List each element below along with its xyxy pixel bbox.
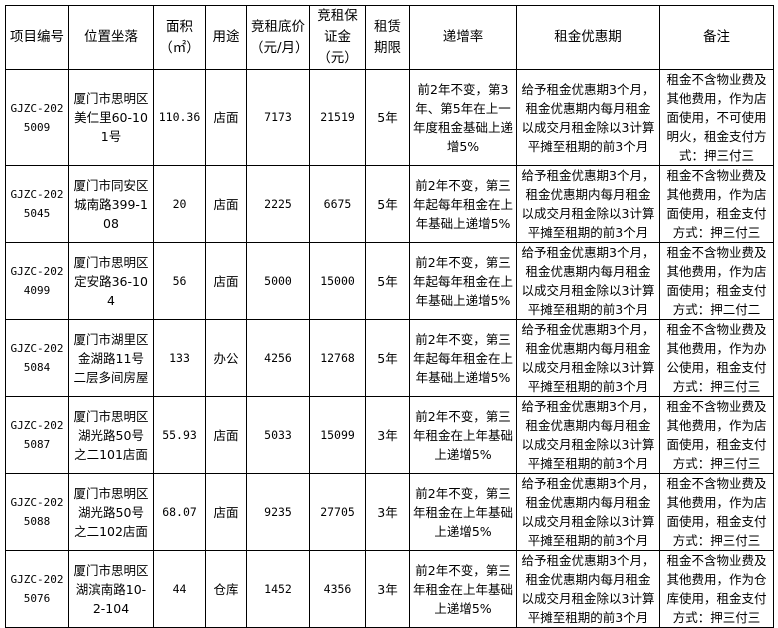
deposit-cell: 6675 (309, 165, 366, 243)
project-code-cell: GJZC-2025045 (5, 165, 69, 243)
usage-cell: 店面 (205, 473, 247, 551)
rent-free-period-cell: 给予租金优惠期3个月，租金优惠期内每月租金以成交月租金除以3计算平摊至租期的前3… (516, 550, 660, 628)
table-row: GJZC-2025076 厦门市思明区湖滨南路10-2-104 44 仓库 1452 43… (5, 550, 774, 628)
remarks-cell: 租金不含物业费及其他费用，作为店面使用，不可使用明火，租金支付方式：押三付三 (659, 69, 774, 166)
rent-free-period-cell: 给予租金优惠期3个月，租金优惠期内每月租金以成交月租金除以3计算平摊至租期的前3… (516, 396, 660, 474)
header-area: 面积（㎡） (153, 5, 206, 70)
rent-free-period-cell: 给予租金优惠期3个月，租金优惠期内每月租金以成交月租金除以3计算平摊至租期的前3… (516, 319, 660, 397)
remarks-cell: 租金不含物业费及其他费用，作为店面使用；租金支付方式：押二付二 (659, 242, 774, 320)
area-cell: 110.36 (153, 69, 206, 166)
increase-rate-cell: 前2年不变，第三年起每年租金在上年基础上递增5% (409, 319, 517, 397)
lease-term-cell: 3年 (365, 550, 410, 628)
rental-listing-table: 项目编号 位置坐落 面积（㎡） 用途 竞租底价（元/月） 竞租保证金（元） 租赁期限 递增率租… (5, 5, 774, 628)
header-increase-rate: 递增率 (409, 5, 517, 70)
table-row: GJZC-2025045 厦门市同安区城南路399-108 20 店面 2225 6675… (5, 165, 774, 243)
remarks-cell: 租金不含物业费及其他费用，作为店面使用，租金支付方式：押三付三 (659, 165, 774, 243)
location-cell: 厦门市湖里区金湖路11号二层多间房屋 (68, 319, 154, 397)
usage-cell: 店面 (205, 165, 247, 243)
rent-free-period-cell: 给予租金优惠期3个月，租金优惠期内每月租金以成交月租金除以3计算平摊至租期的前3… (516, 473, 660, 551)
project-code-cell: GJZC-2025076 (5, 550, 69, 628)
project-code-cell: GJZC-2025084 (5, 319, 69, 397)
header-lease-term: 租赁期限 (365, 5, 410, 70)
lease-term-cell: 3年 (365, 396, 410, 474)
area-cell: 55.93 (153, 396, 206, 474)
header-project-code: 项目编号 (5, 5, 69, 70)
base-rent-cell: 5033 (246, 396, 310, 474)
table-body: GJZC-2025009 厦门市思明区美仁里60-101号 110.36 店面 7173… (5, 69, 774, 628)
header-usage: 用途 (205, 5, 247, 70)
increase-rate-cell: 前2年不变，第3年、第5年在上一年度租金基础上递增5% (409, 69, 517, 166)
increase-rate-cell: 前2年不变，第三年租金在上年基础上递增5% (409, 396, 517, 474)
header-base-rent: 竞租底价（元/月） (246, 5, 310, 70)
table-row: GJZC-2024099 厦门市思明区定安路36-104 56 店面 5000 15000… (5, 242, 774, 320)
lease-term-cell: 5年 (365, 319, 410, 397)
deposit-cell: 27705 (309, 473, 366, 551)
project-code-cell: GJZC-2025087 (5, 396, 69, 474)
header-rent-free-period: 租金优惠期 (516, 5, 660, 70)
header-row: 项目编号 位置坐落 面积（㎡） 用途 竞租底价（元/月） 竞租保证金（元） 租赁期限 递增率租… (5, 5, 774, 70)
project-code-cell: GJZC-2025009 (5, 69, 69, 166)
remarks-cell: 租金不含物业费及其他费用，作为店面使用，租金支付方式：押三付三 (659, 396, 774, 474)
header-deposit: 竞租保证金（元） (309, 5, 366, 70)
location-cell: 厦门市思明区湖光路50号之二102店面 (68, 473, 154, 551)
remarks-cell: 租金不含物业费及其他费用，作为店面使用，租金支付方式：押三付三 (659, 473, 774, 551)
base-rent-cell: 4256 (246, 319, 310, 397)
usage-cell: 仓库 (205, 550, 247, 628)
lease-term-cell: 5年 (365, 242, 410, 320)
area-cell: 133 (153, 319, 206, 397)
lease-term-cell: 3年 (365, 473, 410, 551)
usage-cell: 店面 (205, 242, 247, 320)
table-row: GJZC-2025087 厦门市思明区湖光路50号之二101店面 55.93 店面 50… (5, 396, 774, 474)
base-rent-cell: 9235 (246, 473, 310, 551)
lease-term-cell: 5年 (365, 69, 410, 166)
rent-free-period-cell: 给予租金优惠期3个月，租金优惠期内每月租金以成交月租金除以3计算平摊至租期的前3… (516, 69, 660, 166)
deposit-cell: 21519 (309, 69, 366, 166)
base-rent-cell: 2225 (246, 165, 310, 243)
location-cell: 厦门市思明区湖滨南路10-2-104 (68, 550, 154, 628)
usage-cell: 办公 (205, 319, 247, 397)
base-rent-cell: 7173 (246, 69, 310, 166)
remarks-cell: 租金不含物业费及其他费用，作为办公使用，租金支付方式：押三付三 (659, 319, 774, 397)
area-cell: 44 (153, 550, 206, 628)
deposit-cell: 15000 (309, 242, 366, 320)
project-code-cell: GJZC-2024099 (5, 242, 69, 320)
lease-term-cell: 5年 (365, 165, 410, 243)
rent-free-period-cell: 给予租金优惠期3个月，租金优惠期内每月租金以成交月租金除以3计算平摊至租期的前3… (516, 165, 660, 243)
deposit-cell: 15099 (309, 396, 366, 474)
area-cell: 56 (153, 242, 206, 320)
location-cell: 厦门市思明区湖光路50号之二101店面 (68, 396, 154, 474)
area-cell: 68.07 (153, 473, 206, 551)
table-row: GJZC-2025084 厦门市湖里区金湖路11号二层多间房屋 133 办公 4256 1… (5, 319, 774, 397)
usage-cell: 店面 (205, 396, 247, 474)
usage-cell: 店面 (205, 69, 247, 166)
base-rent-cell: 5000 (246, 242, 310, 320)
location-cell: 厦门市思明区美仁里60-101号 (68, 69, 154, 166)
project-code-cell: GJZC-2025088 (5, 473, 69, 551)
base-rent-cell: 1452 (246, 550, 310, 628)
remarks-cell: 租金不含物业费及其他费用，作为仓库使用，租金支付方式：押三付三 (659, 550, 774, 628)
increase-rate-cell: 前2年不变，第三年租金在上年基础上递增5% (409, 550, 517, 628)
location-cell: 厦门市同安区城南路399-108 (68, 165, 154, 243)
increase-rate-cell: 前2年不变，第三年起每年租金在上年基础上递增5% (409, 165, 517, 243)
area-cell: 20 (153, 165, 206, 243)
rent-free-period-cell: 给予租金优惠期3个月，租金优惠期内每月租金以成交月租金除以3计算平摊至租期的前3… (516, 242, 660, 320)
header-remarks: 备注 (659, 5, 774, 70)
header-location: 位置坐落 (68, 5, 154, 70)
increase-rate-cell: 前2年不变，第三年起每年租金在上年基础上递增5% (409, 242, 517, 320)
increase-rate-cell: 前2年不变，第三年租金在上年基础上递增5% (409, 473, 517, 551)
deposit-cell: 4356 (309, 550, 366, 628)
deposit-cell: 12768 (309, 319, 366, 397)
table-row: GJZC-2025009 厦门市思明区美仁里60-101号 110.36 店面 7173… (5, 69, 774, 166)
location-cell: 厦门市思明区定安路36-104 (68, 242, 154, 320)
table-row: GJZC-2025088 厦门市思明区湖光路50号之二102店面 68.07 店面 92… (5, 473, 774, 551)
